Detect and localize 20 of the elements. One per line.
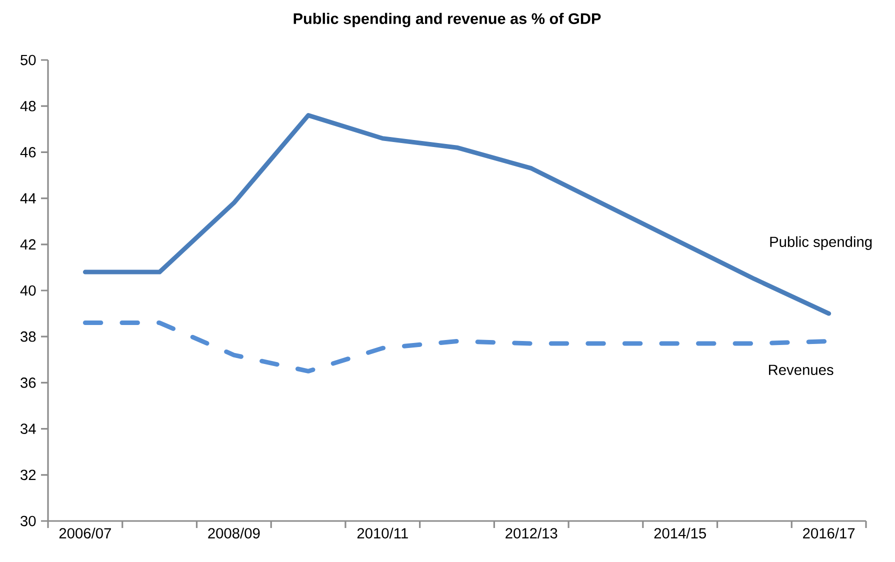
- y-tick-label: 32: [20, 470, 36, 480]
- y-tick-label: 46: [20, 147, 36, 158]
- y-tick-label: 40: [20, 285, 36, 296]
- x-tick-label: 2012/13: [506, 528, 558, 538]
- y-tick-label: 44: [20, 193, 36, 204]
- series-label: Revenues: [769, 364, 834, 376]
- chart-title: Public spending and revenue as % of GDP: [294, 12, 601, 28]
- x-tick-label: 2008/09: [208, 528, 260, 538]
- x-tick-label: 2010/11: [357, 528, 408, 538]
- y-tick-label: 48: [20, 100, 36, 112]
- y-tick-label: 34: [20, 424, 36, 434]
- y-tick-label: 30: [20, 516, 36, 526]
- text: Public spending: [770, 236, 872, 250]
- y-tick-label: 50: [20, 54, 36, 66]
- x-tick-label: 2014/15: [654, 528, 706, 538]
- y-tick-label: 42: [20, 239, 36, 250]
- y-tick-label: 38: [20, 331, 36, 342]
- y-tick-label: 36: [20, 378, 36, 388]
- x-tick-label: 2006/07: [59, 528, 111, 538]
- x-tick-label: 2016/17: [803, 528, 855, 538]
